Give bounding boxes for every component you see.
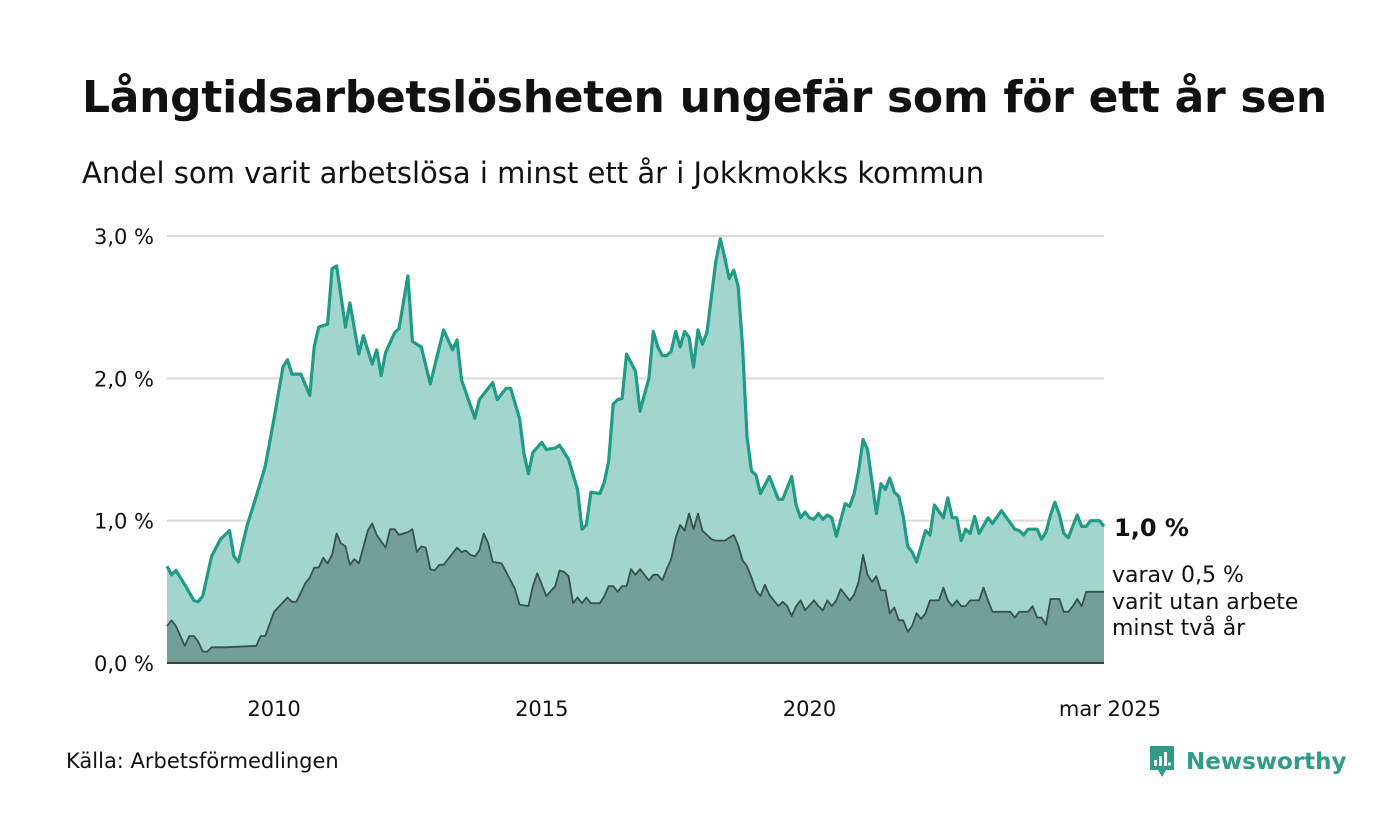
brand-name: Newsworthy bbox=[1186, 749, 1347, 775]
chart-subtitle: Andel som varit arbetslösa i minst ett å… bbox=[82, 156, 985, 190]
x-tick-label: 2020 bbox=[783, 697, 836, 721]
series-line-main bbox=[165, 237, 1106, 604]
end-label-sub-2: varit utan arbete bbox=[1112, 590, 1298, 615]
newsworthy-logo: Newsworthy bbox=[1148, 744, 1347, 780]
x-axis-ticks: 2010 2015 2020 mar 2025 bbox=[247, 697, 1161, 721]
y-tick-label: 0,0 % bbox=[94, 652, 154, 676]
area-sub bbox=[167, 513, 1104, 663]
x-tick-label: 2015 bbox=[515, 697, 568, 721]
y-axis-ticks: 0,0 % 1,0 % 2,0 % 3,0 % bbox=[94, 225, 154, 676]
areas bbox=[165, 237, 1106, 664]
source-note: Källa: Arbetsförmedlingen bbox=[66, 749, 339, 773]
y-tick-label: 2,0 % bbox=[94, 367, 154, 391]
end-label-main: 1,0 % bbox=[1114, 514, 1189, 542]
chart-title: Långtidsarbetslösheten ungefär som för e… bbox=[82, 72, 1327, 123]
x-tick-label: mar 2025 bbox=[1059, 697, 1161, 721]
end-label-sub-3: minst två år bbox=[1112, 615, 1246, 641]
series-line-sub bbox=[166, 512, 1104, 653]
y-tick-label: 3,0 % bbox=[94, 225, 154, 249]
newsworthy-logo-icon bbox=[1150, 746, 1174, 777]
end-label-sub-1: varav 0,5 % bbox=[1112, 563, 1244, 588]
y-tick-label: 1,0 % bbox=[94, 510, 154, 534]
x-tick-label: 2010 bbox=[247, 697, 300, 721]
